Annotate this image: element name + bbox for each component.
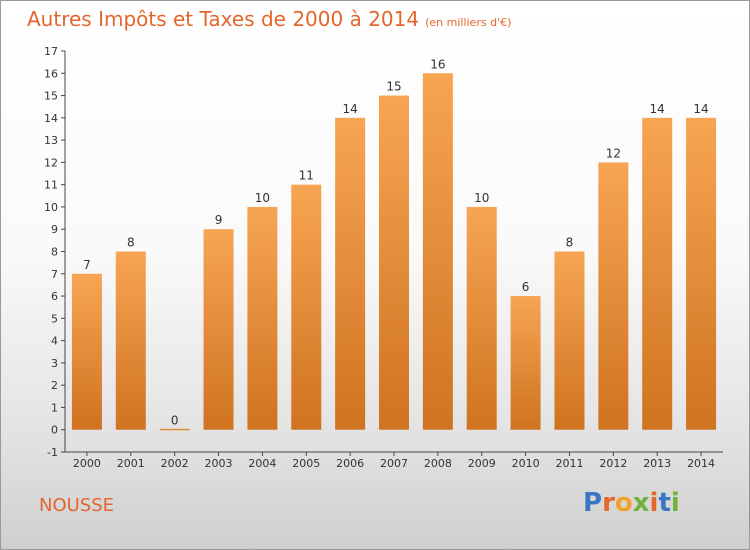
bar-value-label: 15 [386,80,401,94]
bar [510,296,541,430]
bar-value-label: 12 [606,146,621,160]
y-tick-label: 16 [44,67,58,80]
chart-title-main: Autres Impôts et Taxes de 2000 à 2014 [27,7,420,31]
bar-value-label: 14 [693,102,708,116]
y-tick-label: 0 [51,424,58,437]
logo-letter: P [583,488,603,518]
chart-title: Autres Impôts et Taxes de 2000 à 2014 (en… [27,7,511,31]
bar [554,251,585,430]
y-tick-label: -1 [47,446,58,459]
y-tick-label: 11 [44,179,58,192]
x-tick-label: 2013 [643,457,671,470]
chart-bars: 7 8 0 9 10 11 14 15 16 10 6 8 12 14 14 [71,57,717,431]
bar-value-label: 8 [127,236,135,250]
bar-value-label: 6 [522,280,530,294]
bar-value-label: 8 [566,236,574,250]
bar [335,117,366,430]
bar [159,428,190,431]
bar [466,206,497,430]
logo-letter: x [632,488,650,518]
bar [379,95,409,430]
proxiti-logo: Proxiti [583,488,680,518]
logo-letter: i [670,488,680,518]
commune-name: NOUSSE [39,495,115,516]
y-tick-label: 4 [51,335,58,348]
bar-value-label: 16 [430,57,445,71]
x-tick-label: 2003 [205,457,233,470]
bar [642,117,673,430]
x-tick-label: 2010 [512,457,540,470]
x-tick-label: 2009 [468,457,496,470]
bar [247,206,278,430]
bar-value-label: 9 [215,213,223,227]
bar-value-label: 7 [83,258,91,272]
bar [115,251,146,430]
bar [291,184,322,430]
y-tick-label: 7 [51,268,58,281]
y-tick-label: 15 [44,90,58,103]
y-tick-label: 8 [51,246,58,259]
y-tick-label: 3 [51,357,58,370]
x-tick-label: 2000 [73,457,101,470]
chart-title-unit: (en milliers d'€) [425,16,512,29]
bar-value-label: 14 [342,102,357,116]
bar-value-label: 10 [255,191,270,205]
y-tick-label: 14 [44,112,58,125]
bar [71,273,102,430]
bar [422,73,453,430]
x-tick-label: 2014 [687,457,715,470]
bar-value-label: 11 [299,169,314,183]
logo-letter: i [649,488,659,518]
y-tick-label: 6 [51,290,58,303]
y-tick-label: 10 [44,201,58,214]
x-tick-label: 2008 [424,457,452,470]
logo-letter: t [658,488,671,518]
x-tick-label: 2001 [117,457,145,470]
y-tick-label: 17 [44,45,58,58]
logo-letter: r [602,488,615,518]
y-tick-label: 2 [51,379,58,392]
x-tick-label: 2011 [555,457,583,470]
y-tick-label: 5 [51,312,58,325]
x-tick-label: 2004 [248,457,276,470]
x-tick-label: 2006 [336,457,364,470]
x-tick-label: 2007 [380,457,408,470]
logo-letter: o [614,488,633,518]
bar-value-label: 14 [650,102,665,116]
y-tick-label: 12 [44,156,58,169]
bar [686,117,717,430]
bar-value-label: 0 [171,414,179,428]
y-tick-label: 13 [44,134,58,147]
y-tick-label: 1 [51,401,58,414]
x-tick-label: 2005 [292,457,320,470]
y-tick-label: 9 [51,223,58,236]
bar [598,162,629,430]
bar-value-label: 10 [474,191,489,205]
x-tick-label: 2012 [599,457,627,470]
bar [203,229,234,430]
x-tick-label: 2002 [161,457,189,470]
